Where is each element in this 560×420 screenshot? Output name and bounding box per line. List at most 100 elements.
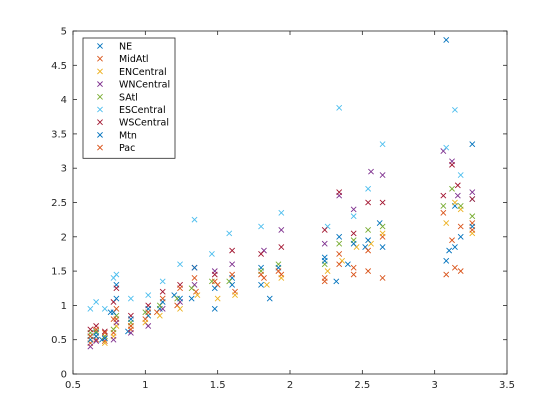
- data-point: [457, 233, 464, 240]
- series-WSCentral: [87, 161, 476, 335]
- data-point: [454, 192, 461, 199]
- data-point: [443, 220, 450, 226]
- data-point: [226, 230, 233, 237]
- legend-item: SAtl: [97, 92, 138, 103]
- data-point: [177, 295, 183, 302]
- data-point: [452, 199, 458, 206]
- data-point: [113, 285, 120, 292]
- data-point: [449, 185, 455, 192]
- x-tick-label: 2: [287, 380, 293, 391]
- data-point: [321, 240, 328, 247]
- data-point: [101, 329, 108, 336]
- legend-label: WSCentral: [119, 118, 169, 129]
- data-point: [452, 244, 458, 251]
- data-point: [113, 305, 120, 312]
- data-point: [278, 209, 285, 216]
- data-point: [365, 199, 372, 206]
- data-point: [365, 227, 372, 233]
- data-point: [275, 268, 282, 275]
- y-tick-label: 0: [61, 370, 67, 381]
- x-tick-label: 1.5: [210, 380, 226, 391]
- legend-marker: [97, 55, 103, 62]
- legend-label: NE: [119, 42, 132, 53]
- data-point: [457, 268, 464, 275]
- x-tick-label: 0.5: [65, 380, 81, 391]
- data-point: [350, 271, 357, 278]
- data-point: [229, 247, 236, 254]
- data-point: [194, 292, 201, 299]
- data-point: [321, 278, 328, 285]
- legend-marker: [97, 106, 103, 113]
- data-point: [365, 268, 372, 275]
- data-point: [93, 328, 100, 335]
- data-point: [229, 281, 236, 288]
- data-point: [336, 240, 343, 247]
- data-point: [188, 285, 195, 292]
- data-point: [344, 261, 351, 268]
- data-point: [211, 278, 218, 285]
- data-point: [87, 305, 94, 312]
- data-point: [101, 305, 108, 312]
- legend-label: SAtl: [119, 92, 138, 103]
- data-point: [229, 261, 236, 268]
- data-point: [379, 199, 386, 206]
- data-point: [336, 261, 343, 268]
- y-tick-label: 2.5: [51, 198, 67, 209]
- data-point: [446, 247, 453, 254]
- data-point: [443, 36, 450, 43]
- legend-item: ESCentral: [97, 105, 166, 116]
- data-point: [440, 203, 447, 209]
- legend-item: WSCentral: [97, 118, 169, 129]
- data-point: [125, 328, 131, 335]
- data-point: [263, 281, 270, 288]
- y-tick-label: 3.5: [51, 129, 67, 140]
- data-point: [258, 251, 264, 257]
- data-point: [93, 299, 100, 305]
- legend-item: Pac: [97, 143, 135, 154]
- y-tick-label: 0.5: [51, 335, 67, 346]
- y-tick-label: 1.5: [51, 267, 67, 278]
- legend-label: MidAtl: [119, 54, 149, 65]
- data-point: [469, 213, 476, 220]
- data-point: [452, 264, 458, 271]
- data-point: [193, 288, 199, 295]
- data-point: [208, 251, 215, 257]
- data-point: [188, 295, 195, 302]
- data-point: [101, 338, 108, 344]
- data-point: [452, 106, 458, 113]
- data-point: [469, 189, 476, 196]
- legend-marker: [97, 93, 103, 100]
- legend-label: ESCentral: [119, 105, 166, 116]
- data-point: [159, 295, 166, 302]
- data-point: [449, 161, 455, 168]
- data-point: [145, 292, 152, 299]
- data-point: [278, 227, 285, 233]
- legend-item: Mtn: [97, 130, 137, 141]
- data-point: [365, 185, 372, 192]
- data-point: [145, 323, 152, 329]
- data-point: [440, 209, 447, 216]
- data-point: [101, 340, 108, 347]
- legend-label: WNCentral: [119, 80, 170, 91]
- data-point: [278, 275, 285, 281]
- data-point: [368, 168, 374, 175]
- data-point: [258, 271, 264, 278]
- data-point: [266, 295, 273, 302]
- data-point: [469, 141, 476, 148]
- data-point: [127, 316, 134, 323]
- data-point: [191, 264, 198, 271]
- data-point: [379, 141, 386, 148]
- data-point: [379, 230, 386, 237]
- data-point: [336, 233, 343, 240]
- data-point: [214, 295, 221, 302]
- data-point: [443, 144, 450, 151]
- x-tick-label: 3.5: [499, 380, 515, 391]
- data-point: [93, 326, 100, 333]
- data-point: [365, 247, 372, 254]
- data-point: [350, 213, 357, 220]
- data-point: [321, 227, 328, 233]
- data-point: [127, 329, 134, 336]
- data-point: [336, 189, 343, 196]
- data-point: [110, 316, 117, 323]
